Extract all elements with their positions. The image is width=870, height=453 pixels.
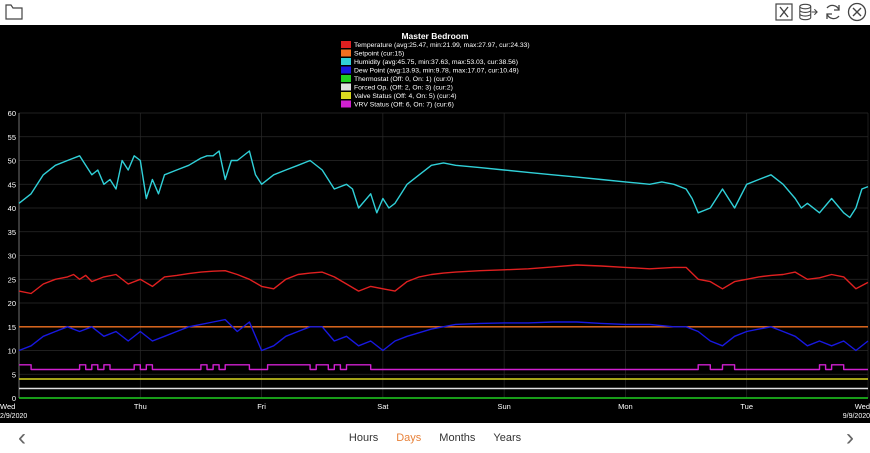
legend-swatch [341,58,351,65]
x-tick-label: Wed [855,402,870,411]
close-icon[interactable] [847,2,867,22]
legend-label: Dew Point (avg:13.93, min:9.78, max:17.0… [354,68,519,75]
range-tabs: Hours Days Months Years [0,423,870,453]
folder-icon[interactable] [4,2,24,22]
tab-hours[interactable]: Hours [348,432,379,444]
legend-swatch [341,83,351,91]
legend-swatch [341,49,351,57]
series-line [18,318,869,352]
legend-label: Temperature (avg:25.47, min:21.99, max:2… [354,42,530,49]
legend-swatch [341,75,351,82]
x-tick-sublabel: 9/9/2020 [843,413,870,420]
chart-area: 0 5 10 15 20 25 30 35 40 45 50 55 60 Wed 2/9/2020 Thu Fr… [0,25,870,423]
y-tick-label: 30 [8,252,16,261]
tab-days[interactable]: Days [396,432,422,444]
legend-label: Thermostat (Off: 0, On: 1) (cur:0) [354,76,453,83]
y-tick-label: 60 [8,109,16,118]
series-line [19,364,868,371]
footer: ‹ Hours Days Months Years › [0,423,870,453]
legend-label: Setpoint (cur:15) [354,51,404,58]
legend-label: Forced Op. (Off: 2, On: 3) (cur:2) [354,85,453,92]
y-tick-label: 0 [12,394,16,403]
legend-swatch [341,66,351,74]
x-tick-label: Wed [0,402,15,411]
legend-label: Humidity (avg:45.75, min:37.63, max:53.0… [354,59,518,66]
database-export-icon[interactable] [798,2,818,22]
toolbar [0,0,870,25]
legend-swatch [341,92,351,99]
series-line [18,264,869,295]
x-tick-label: Mon [618,402,633,411]
next-button[interactable]: › [846,424,854,451]
refresh-icon[interactable] [823,2,843,22]
legend-swatch [341,41,351,48]
series-line [18,150,869,219]
y-tick-label: 45 [8,180,16,189]
x-tick-label: Tue [740,402,753,411]
legend-label: VRV Status (Off: 6, On: 7) (cur:6) [354,102,454,109]
legend-swatch [341,100,351,108]
y-tick-label: 10 [8,347,16,356]
x-tick-label: Sun [497,402,510,411]
y-tick-label: 35 [8,228,16,237]
line-chart: 0 5 10 15 20 25 30 35 40 45 50 55 60 Wed 2/9/2020 Thu Fr… [0,31,870,420]
y-tick-label: 15 [8,323,16,332]
tab-months[interactable]: Months [439,432,476,444]
y-tick-label: 25 [8,275,16,284]
x-tick-label: Thu [134,402,147,411]
y-tick-label: 50 [8,157,16,166]
y-tick-label: 55 [8,133,16,142]
prev-button[interactable]: ‹ [18,424,26,451]
x-tick-sublabel: 2/9/2020 [0,413,27,420]
y-tick-label: 40 [8,204,16,213]
x-tick-label: Sat [377,402,389,411]
x-tick-label: Fri [257,402,266,411]
y-tick-label: 20 [8,299,16,308]
legend-label: Valve Status (Off: 4, On: 5) (cur:4) [354,93,457,100]
y-tick-label: 5 [12,370,16,379]
tab-years[interactable]: Years [493,432,522,444]
chart-title: Master Bedroom [401,31,469,41]
excel-export-icon[interactable] [774,2,794,22]
